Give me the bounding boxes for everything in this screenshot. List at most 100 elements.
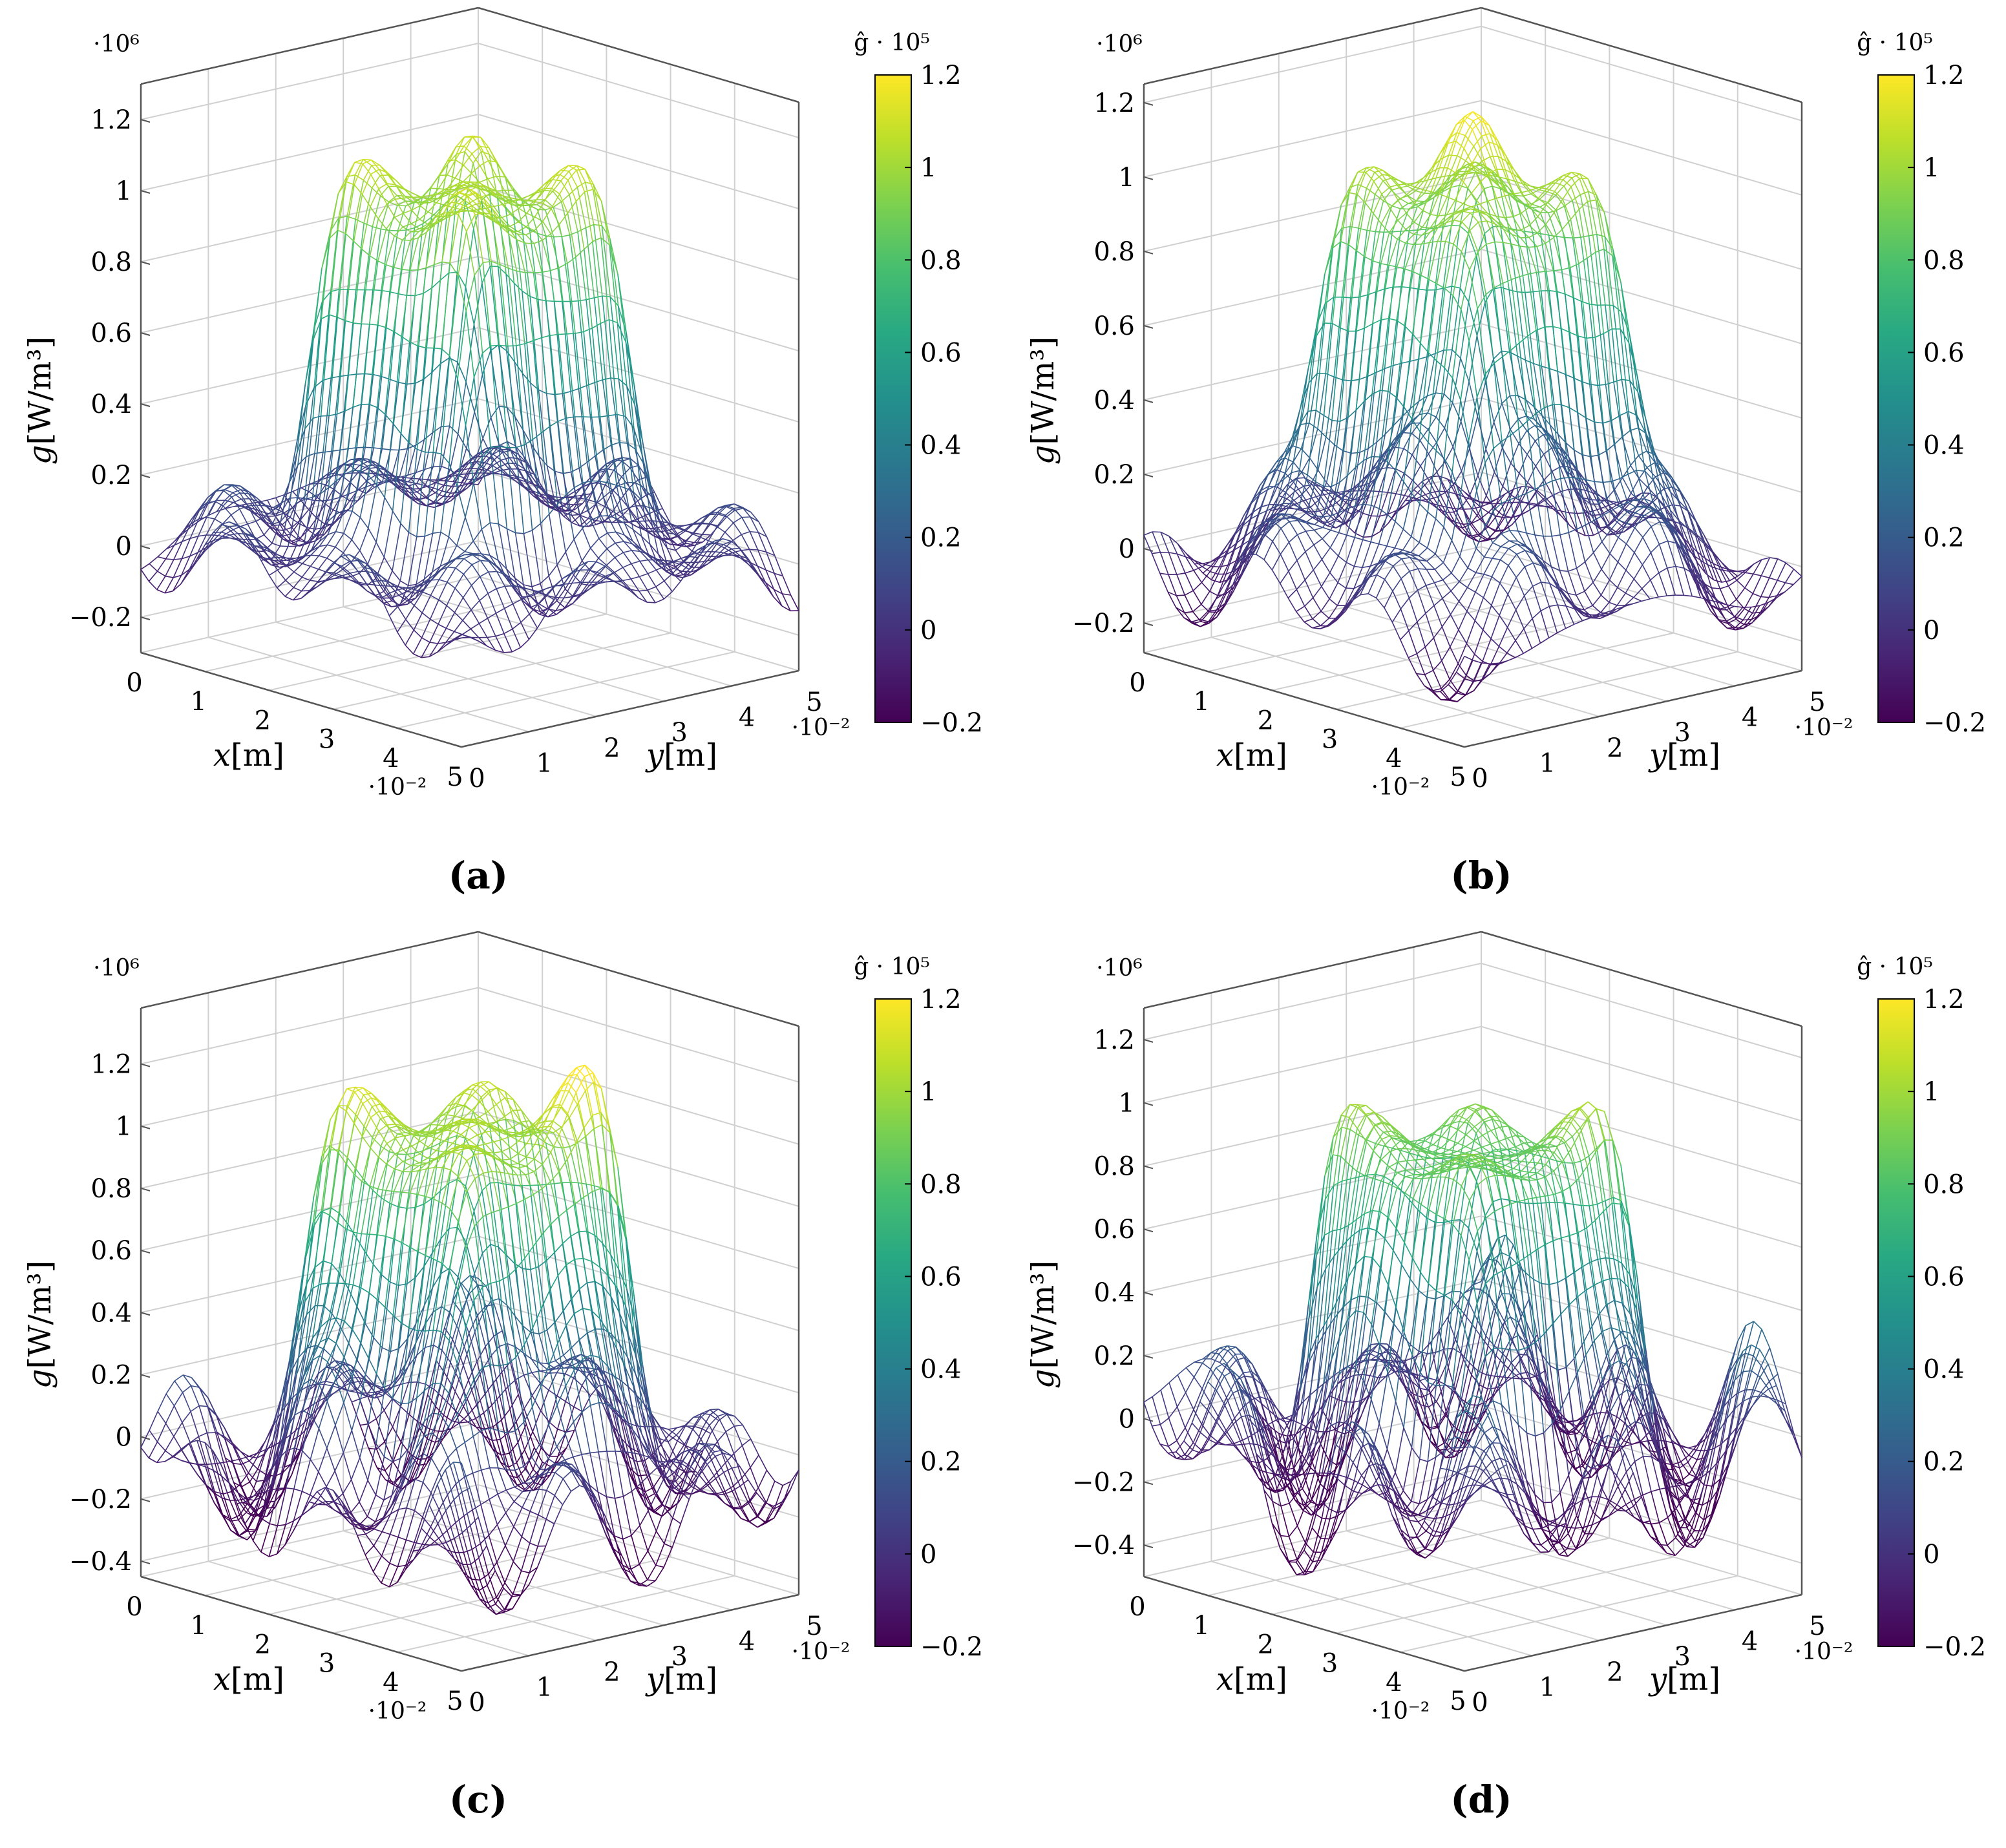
mesh-line	[551, 194, 560, 209]
mesh-line	[479, 618, 487, 624]
mesh-line	[1359, 231, 1367, 297]
y-tick-label: 1	[1539, 748, 1556, 778]
mesh-line	[354, 323, 361, 324]
mesh-line	[1729, 586, 1737, 600]
mesh-line	[441, 358, 449, 364]
mesh-line	[611, 378, 618, 379]
mesh-line	[551, 224, 559, 234]
mesh-line	[257, 505, 265, 506]
mesh-line	[554, 301, 563, 394]
colorbar-tick-label: 0	[920, 616, 936, 646]
mesh-line	[1510, 419, 1519, 429]
mesh-line	[607, 558, 615, 565]
mesh-line	[397, 206, 405, 231]
mesh-line	[1536, 489, 1543, 536]
mesh-line	[1350, 185, 1358, 227]
mesh-line	[1515, 640, 1523, 653]
mesh-line	[1516, 610, 1524, 629]
mesh-line	[1578, 336, 1586, 418]
mesh-line	[758, 532, 766, 552]
mesh-line	[657, 570, 664, 581]
mesh-line	[1281, 529, 1289, 543]
mesh-line	[240, 509, 248, 524]
mesh-line	[1602, 542, 1610, 554]
mesh-line	[1778, 559, 1786, 563]
mesh-line	[1306, 531, 1314, 545]
mesh-line	[1364, 324, 1372, 328]
mesh-line	[337, 317, 345, 320]
mesh-line	[567, 257, 576, 264]
mesh-line	[587, 383, 595, 386]
mesh-line	[1289, 542, 1297, 560]
mesh-line	[630, 465, 639, 468]
mesh-line	[1462, 211, 1470, 213]
mesh-line	[402, 269, 410, 270]
mesh-line	[1501, 288, 1509, 290]
mesh-line	[1443, 563, 1451, 573]
mesh-line	[677, 536, 686, 541]
mesh-line	[1769, 558, 1777, 559]
mesh-line	[506, 207, 514, 284]
mesh-line	[1541, 234, 1549, 235]
y-floor-gridline	[276, 622, 597, 717]
z-gridline	[141, 185, 799, 280]
mesh-line	[421, 656, 429, 657]
mesh-line	[607, 549, 615, 558]
mesh-line	[438, 628, 446, 644]
mesh-line	[562, 236, 570, 301]
mesh-line	[352, 540, 359, 551]
mesh-line	[725, 532, 733, 541]
mesh-line	[352, 518, 360, 540]
mesh-line	[327, 547, 335, 558]
mesh-line	[1585, 591, 1592, 605]
mesh-line	[1476, 572, 1484, 574]
mesh-line	[1526, 360, 1534, 363]
mesh-line	[1585, 562, 1593, 583]
mesh-line	[547, 394, 554, 395]
mesh-line	[504, 629, 512, 633]
mesh-line	[410, 270, 417, 271]
z-tick	[141, 120, 150, 122]
mesh-line	[392, 571, 400, 581]
mesh-line	[1552, 536, 1559, 571]
mesh-line	[648, 574, 655, 587]
mesh-line	[1338, 556, 1346, 563]
mesh-line	[333, 563, 342, 566]
mesh-line	[505, 609, 512, 629]
mesh-line	[457, 518, 465, 546]
mesh-line	[397, 205, 406, 206]
mesh-line	[1777, 580, 1785, 583]
mesh-line	[1525, 231, 1532, 233]
mesh-line	[345, 323, 354, 411]
mesh-line	[590, 558, 598, 571]
colorbar-tick-label: 0.2	[920, 523, 962, 553]
x-floor-gridline	[1208, 595, 1545, 671]
x-tick-label: 3	[1322, 725, 1338, 755]
mesh-line	[157, 576, 165, 590]
mesh-line	[1436, 519, 1444, 527]
mesh-line	[575, 417, 583, 483]
mesh-line	[285, 596, 293, 600]
mesh-line	[1395, 521, 1403, 529]
mesh-line	[516, 344, 525, 346]
mesh-line	[496, 176, 505, 177]
mesh-line	[561, 181, 569, 194]
mesh-line	[1601, 569, 1610, 580]
mesh-line	[520, 640, 529, 648]
mesh-line	[1338, 583, 1346, 588]
mesh-line	[300, 530, 308, 538]
y-tick-label: 5	[806, 688, 822, 717]
mesh-line	[1507, 653, 1515, 658]
mesh-line	[1453, 295, 1461, 310]
mesh-line	[1314, 545, 1322, 560]
mesh-line	[626, 342, 635, 386]
mesh-line	[1510, 530, 1517, 541]
mesh-line	[141, 569, 149, 581]
z-tick-label: 1	[116, 176, 132, 206]
mesh-line	[1420, 343, 1428, 353]
mesh-line	[447, 605, 454, 613]
mesh-line	[743, 507, 751, 517]
z-tick	[1144, 103, 1153, 105]
mesh-line	[624, 551, 632, 552]
mesh-line	[346, 185, 354, 234]
